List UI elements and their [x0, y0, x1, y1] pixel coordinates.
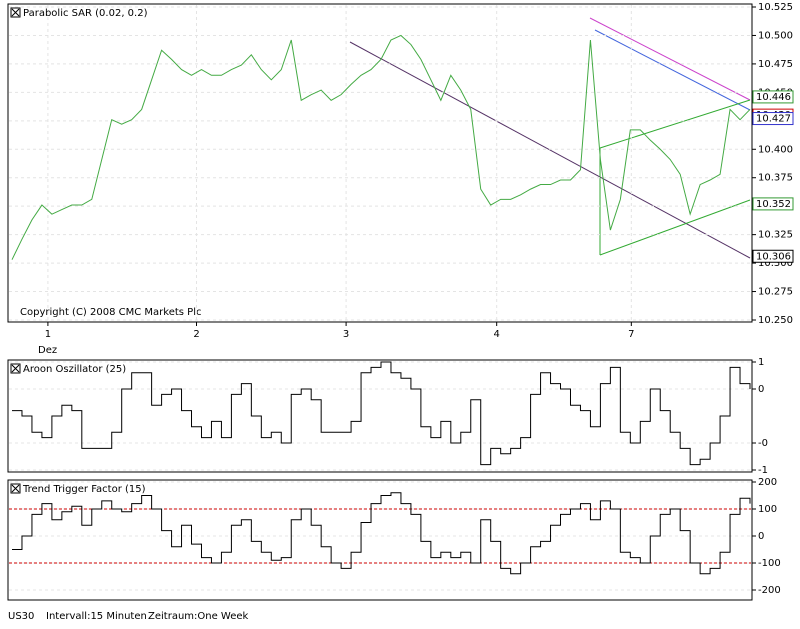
x-tick-label: 1	[45, 329, 51, 340]
series-line	[12, 492, 751, 575]
y-tick-label: -0	[758, 438, 768, 449]
title-icon-cross	[11, 364, 20, 373]
y-tick-label: 10.275	[758, 287, 793, 298]
price-marker-box	[752, 249, 794, 263]
range: Zeitraum:One Week	[148, 611, 249, 622]
panel-title: Trend Trigger Factor (15)	[22, 484, 146, 495]
title-icon-cross	[11, 8, 20, 17]
y-tick-label: 10.300	[758, 258, 793, 269]
x-tick-label: 2	[193, 329, 199, 340]
aroon-panel	[7, 359, 753, 473]
series-line	[11, 34, 751, 260]
trend-lines	[349, 17, 751, 259]
y-tick-label: 10.400	[758, 144, 793, 155]
price-marker-label: 10.306	[756, 251, 791, 262]
x-tick-label: 4	[493, 329, 499, 340]
y-tick-label: 10.475	[758, 59, 793, 70]
title-icon-cross	[11, 484, 20, 493]
price-marker-box	[752, 197, 794, 211]
price-marker-label: 10.352	[756, 199, 791, 210]
price-marker-box	[752, 112, 794, 126]
price-marker-label: 10.446	[756, 92, 791, 103]
x-tick-label: 3	[343, 329, 349, 340]
series-line	[12, 361, 751, 466]
y-tick-label: 0	[758, 384, 764, 395]
y-tick-label: 200	[758, 477, 777, 488]
y-tick-label: 10.375	[758, 173, 793, 184]
y-tick-label: 0	[758, 531, 764, 542]
y-tick-label: -100	[758, 558, 781, 569]
x-sublabel: Dez	[38, 345, 57, 356]
panel-title: Parabolic SAR (0.02, 0.2)	[23, 8, 148, 19]
y-tick-label: 1	[758, 357, 764, 368]
interval: Intervall:15 Minuten	[46, 611, 147, 622]
y-tick-label: 10.500	[758, 30, 793, 41]
y-tick-label: 10.325	[758, 230, 793, 241]
y-tick-label: 10.250	[758, 315, 793, 326]
copyright: Copyright (C) 2008 CMC Markets Plc	[20, 307, 201, 318]
y-tick-label: -1	[758, 465, 768, 476]
y-tick-label: -200	[758, 585, 781, 596]
panel-title: Aroon Oszillator (25)	[23, 364, 126, 375]
ttf-panel	[7, 479, 753, 601]
symbol: US30	[8, 611, 34, 622]
price-panel	[7, 3, 753, 323]
y-tick-label: 10.525	[758, 2, 793, 13]
price-marker-label: 10.427	[756, 114, 791, 125]
y-tick-label: 100	[758, 504, 777, 515]
x-tick-label: 7	[628, 329, 634, 340]
price-marker-box	[752, 90, 794, 104]
